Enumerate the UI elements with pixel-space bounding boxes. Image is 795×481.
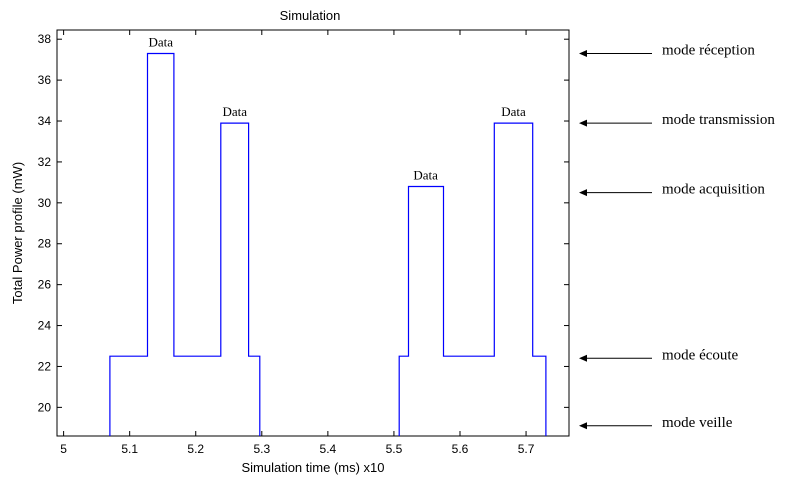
annotation-arrow-head	[579, 422, 587, 430]
x-tick-label: 5.6	[452, 442, 469, 456]
data-label: Data	[501, 104, 526, 119]
chart-title: Simulation	[280, 8, 341, 23]
y-tick-label: 36	[38, 73, 52, 87]
power-series-line-2	[398, 122, 547, 436]
x-tick-label: 5.3	[253, 442, 270, 456]
y-tick-label: 20	[38, 400, 52, 414]
annotation-arrow-head	[579, 119, 587, 127]
data-label: Data	[148, 35, 173, 50]
annotation-arrow-head	[579, 50, 587, 58]
x-tick-label: 5.4	[320, 442, 337, 456]
y-tick-label: 24	[38, 319, 52, 333]
y-tick-label: 22	[38, 359, 52, 373]
x-axis-label: Simulation time (ms) x10	[241, 460, 384, 475]
mode-annotation-label: mode veille	[662, 415, 733, 431]
y-tick-label: 34	[38, 114, 52, 128]
y-axis-label: Total Power profile (mW)	[10, 162, 25, 304]
annotation-arrow-head	[579, 354, 587, 362]
y-tick-label: 38	[38, 32, 52, 46]
y-tick-label: 30	[38, 196, 52, 210]
series-layer	[109, 52, 547, 436]
data-label: Data	[413, 167, 438, 182]
mode-annotation-label: mode réception	[662, 43, 755, 59]
x-tick-label: 5.5	[386, 442, 403, 456]
data-label: Data	[222, 104, 247, 119]
power-series-line-1	[109, 52, 261, 436]
x-tick-label: 5.7	[518, 442, 535, 456]
y-tick-label: 32	[38, 155, 52, 169]
annotation-arrow-head	[579, 189, 587, 197]
data-labels: Data Data Data Data	[148, 35, 526, 183]
x-tick-label: 5	[60, 442, 67, 456]
y-tick-label: 26	[38, 278, 52, 292]
y-axis-ticks: 20 22 24 26 28 30 32 34 36 38	[38, 32, 569, 414]
x-tick-label: 5.1	[121, 442, 138, 456]
y-tick-label: 28	[38, 237, 52, 251]
x-tick-label: 5.2	[187, 442, 204, 456]
plot-area	[56, 29, 570, 437]
mode-annotation-label: mode transmission	[662, 112, 775, 128]
mode-annotation-label: mode acquisition	[662, 182, 765, 198]
x-axis-ticks: 5 5.1 5.2 5.3 5.4 5.5 5.6 5.7	[60, 30, 535, 456]
mode-annotations: mode réception mode transmission mode acqu…	[579, 43, 775, 431]
mode-annotation-label: mode écoute	[662, 347, 739, 363]
